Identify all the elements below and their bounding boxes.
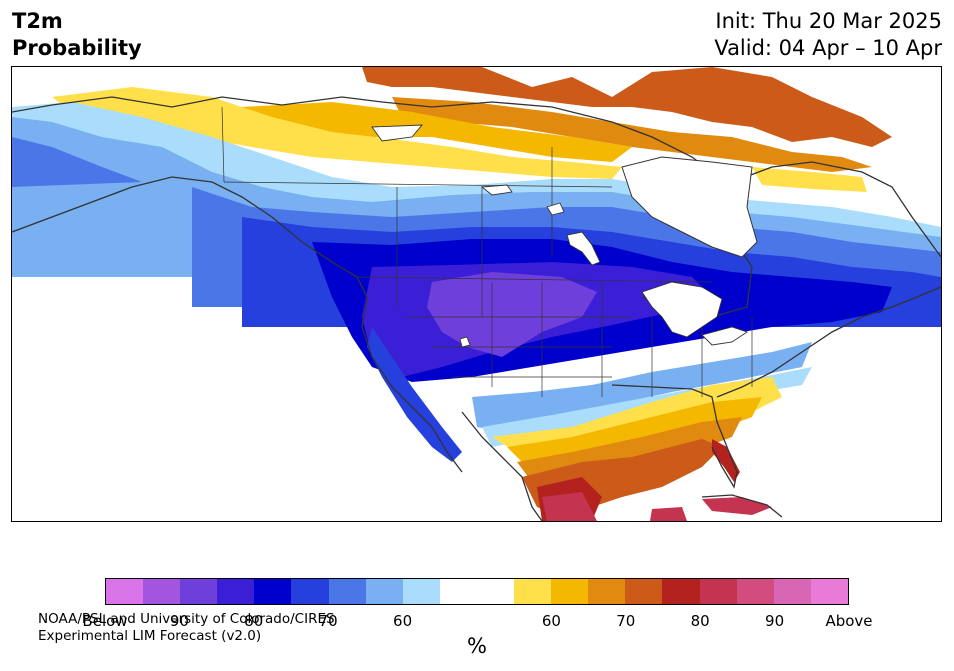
colorbar-tick-label: 70: [616, 612, 636, 630]
rockies-purple: [427, 272, 597, 357]
colorbar-unit: %: [467, 634, 487, 658]
arctic-islands-warm: [362, 67, 892, 147]
colorbar-cell: [476, 579, 515, 604]
date-info: Init: Thu 20 Mar 2025 Valid: 04 Apr – 10…: [714, 8, 942, 62]
colorbar-ticks: Below 90 80 70 60 60 70 80 90 Above: [82, 612, 872, 632]
colorbar-cell: [180, 579, 218, 604]
lakes: [371, 124, 749, 348]
canada-band-gold: [242, 102, 632, 162]
colorbar-tick-label: 60: [393, 612, 413, 630]
colorbar-tick-label: 90: [169, 612, 189, 630]
great-slave-lake: [480, 184, 513, 196]
colorbar-cell: [402, 579, 440, 604]
hudson-bay: [621, 156, 758, 258]
colorbar-cell: [551, 579, 589, 604]
map-svg: [12, 67, 941, 521]
colorbar-cell: [439, 579, 477, 604]
colorbar-cell: [291, 579, 329, 604]
credit-line-1: NOAA/PSL and University of Colorado/CIRE…: [38, 611, 335, 627]
cuba-crimson: [702, 497, 772, 515]
great-lakes: [641, 281, 723, 338]
colorbar-cell: [773, 579, 811, 604]
colorbar-cell: [625, 579, 663, 604]
mexico-crimson: [542, 492, 597, 521]
colorbar-cell: [365, 579, 403, 604]
colorbar-cell: [699, 579, 737, 604]
colorbar-cell: [106, 579, 144, 604]
colorbar-cell: [143, 579, 181, 604]
central-america-crimson: [650, 507, 687, 521]
lake-erie: [701, 326, 749, 346]
map-title: T2m Probability: [12, 8, 142, 62]
credit-line-2: Experimental LIM Forecast (v2.0): [38, 628, 262, 644]
alaska-blue: [12, 137, 142, 187]
colorbar-cell: [514, 579, 552, 604]
forecast-credit: NOAA/PSL and University of Colorado/CIRE…: [38, 611, 335, 645]
lake-winnipeg: [566, 231, 601, 266]
colorbar-cell: [254, 579, 292, 604]
colorbar-tick-label: 80: [690, 612, 710, 630]
salt-lake: [459, 336, 471, 348]
valid-range: Valid: 04 Apr – 10 Apr: [714, 36, 942, 60]
colorbar-tick-label: Below: [82, 612, 128, 630]
colorbar-tick-label: 90: [765, 612, 785, 630]
title-variable: T2m: [12, 9, 63, 33]
probability-map: [11, 66, 942, 522]
colorbar-cell: [810, 579, 848, 604]
canada-band-yellow: [52, 87, 622, 179]
arctic-band-orange: [392, 97, 872, 172]
colorbar-tick-label: Above: [825, 612, 873, 630]
florida-red: [712, 439, 740, 482]
state-borders: [221, 106, 753, 397]
colorbar-cell: [736, 579, 774, 604]
title-subtitle: Probability: [12, 36, 142, 60]
colorbar-cell: [328, 579, 366, 604]
colorbar: [105, 578, 849, 605]
colorbar-tick-label: 60: [541, 612, 561, 630]
colorbar-tick-label: 70: [318, 612, 338, 630]
colorbar-cell: [588, 579, 626, 604]
colorbar-cell: [217, 579, 255, 604]
lake-athabasca: [546, 202, 565, 216]
labrador-yellow: [752, 167, 867, 192]
west-coast-blue: [367, 327, 462, 462]
colorbar-cell: [662, 579, 700, 604]
colorbar-tick-label: 80: [244, 612, 264, 630]
init-date: Init: Thu 20 Mar 2025: [715, 9, 942, 33]
great-bear-lake: [371, 124, 423, 142]
